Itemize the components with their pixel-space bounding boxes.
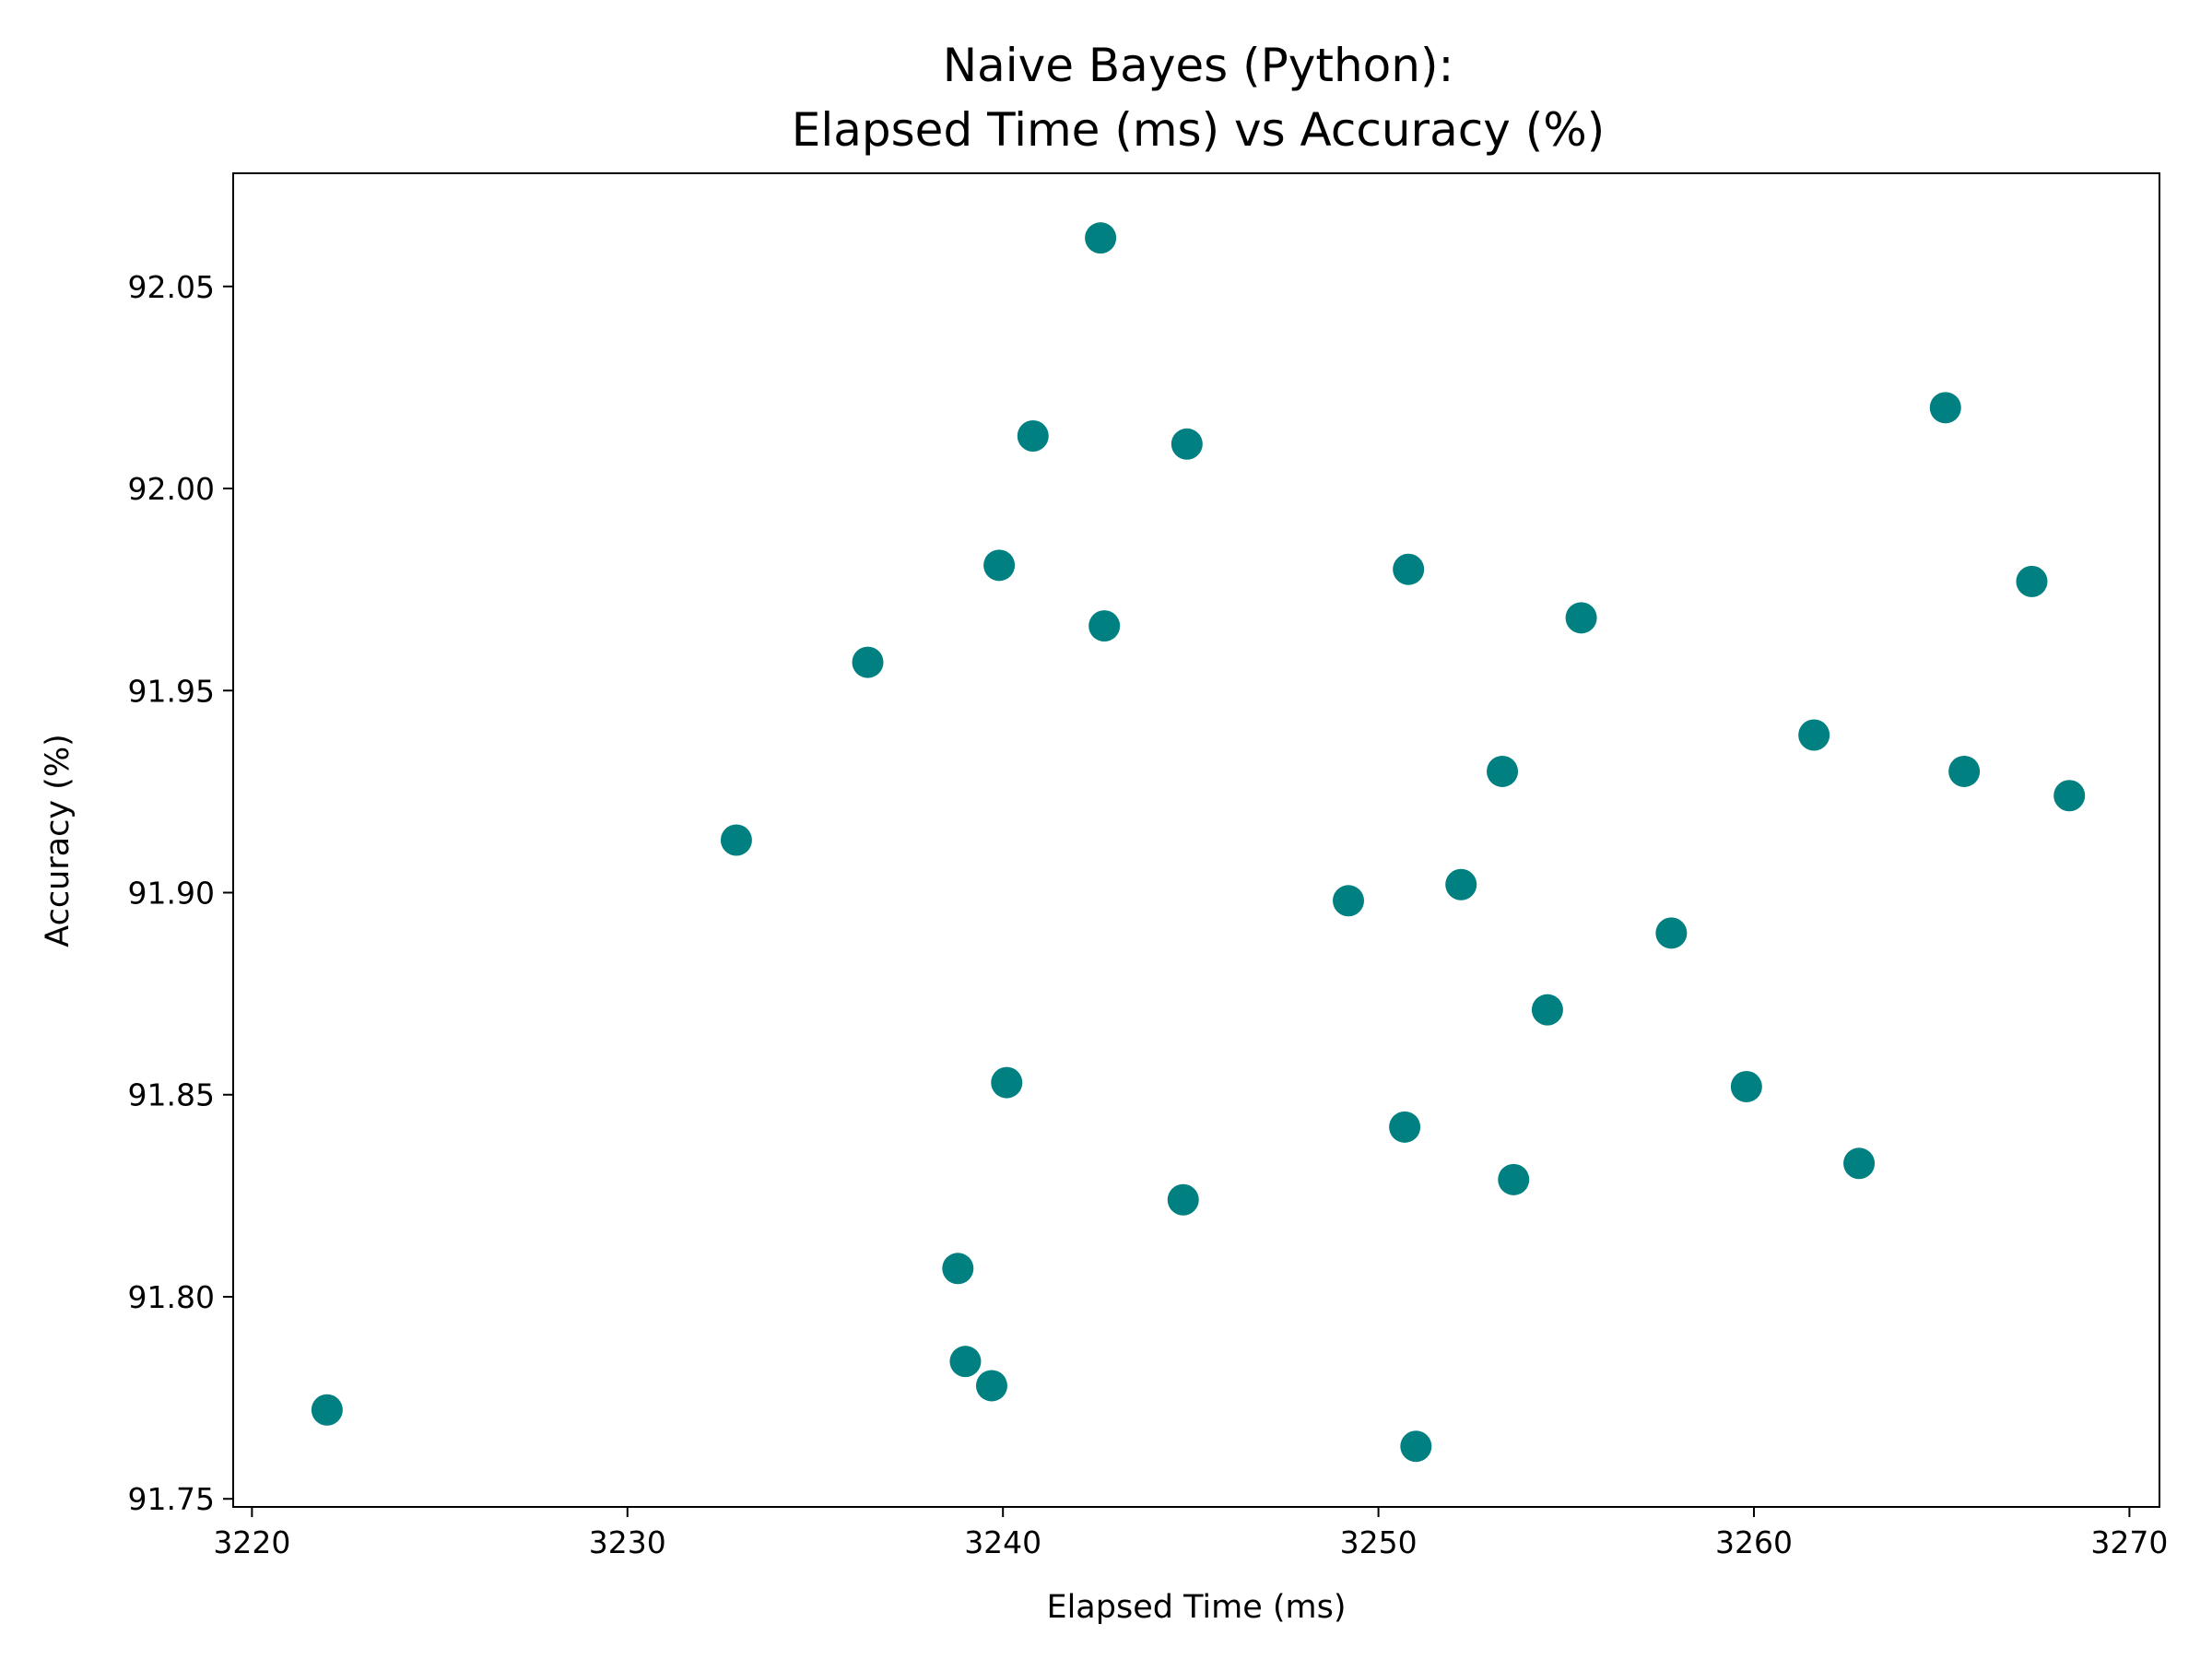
- data-point: [1333, 885, 1364, 917]
- data-point: [1400, 1430, 1432, 1463]
- data-points: [311, 222, 2086, 1463]
- chart-title-line-1: Naive Bayes (Python):: [943, 39, 1454, 92]
- y-axis-ticks: 91.75 91.80 91.85 91.90 91.95 92.00 92.05: [128, 269, 233, 1517]
- x-tick-label: 3270: [2090, 1524, 2168, 1560]
- y-tick-label: 91.85: [128, 1077, 215, 1113]
- chart-title-line-2: Elapsed Time (ms) vs Accuracy (%): [792, 103, 1605, 157]
- data-point: [311, 1394, 343, 1426]
- data-point: [942, 1253, 974, 1285]
- x-tick-label: 3250: [1340, 1524, 1418, 1560]
- data-point: [1171, 428, 1203, 460]
- data-point: [949, 1346, 982, 1378]
- data-point: [1730, 1070, 1762, 1102]
- data-point: [1498, 1163, 1530, 1195]
- data-point: [1167, 1183, 1199, 1216]
- x-tick-label: 3260: [1715, 1524, 1793, 1560]
- x-axis-label: Elapsed Time (ms): [1046, 1589, 1346, 1626]
- plot-area-frame: [232, 172, 2160, 1508]
- data-point: [1929, 392, 1961, 424]
- data-point: [852, 646, 884, 678]
- data-point: [1088, 610, 1121, 642]
- data-point: [720, 824, 752, 856]
- data-point: [1445, 868, 1477, 900]
- data-point: [2016, 565, 2048, 597]
- data-point: [1017, 420, 1049, 453]
- data-point: [1393, 553, 1425, 585]
- data-point: [1389, 1111, 1421, 1143]
- data-point: [975, 1370, 1007, 1402]
- y-tick-label: 91.95: [128, 673, 215, 709]
- data-point: [1798, 719, 1830, 751]
- x-tick-label: 3230: [589, 1524, 666, 1560]
- data-point: [1655, 917, 1688, 949]
- data-point: [1531, 994, 1563, 1026]
- data-point: [983, 549, 1016, 582]
- data-point: [1487, 755, 1519, 787]
- data-point: [1565, 602, 1597, 634]
- x-tick-label: 3240: [964, 1524, 1041, 1560]
- y-tick-label: 91.90: [128, 876, 215, 912]
- data-point: [2053, 780, 2086, 812]
- y-axis-label: Accuracy (%): [40, 734, 76, 947]
- y-tick-label: 91.75: [128, 1481, 215, 1517]
- data-point: [991, 1066, 1023, 1099]
- y-tick-label: 92.05: [128, 269, 215, 305]
- data-point: [1843, 1147, 1876, 1180]
- x-tick-label: 3220: [213, 1524, 290, 1560]
- data-point: [1948, 755, 1981, 787]
- y-tick-label: 91.80: [128, 1279, 215, 1315]
- data-point: [1085, 222, 1117, 254]
- x-axis-ticks: 3220 3230 3240 3250 3260 3270: [213, 1507, 2168, 1560]
- y-tick-label: 92.00: [128, 471, 215, 507]
